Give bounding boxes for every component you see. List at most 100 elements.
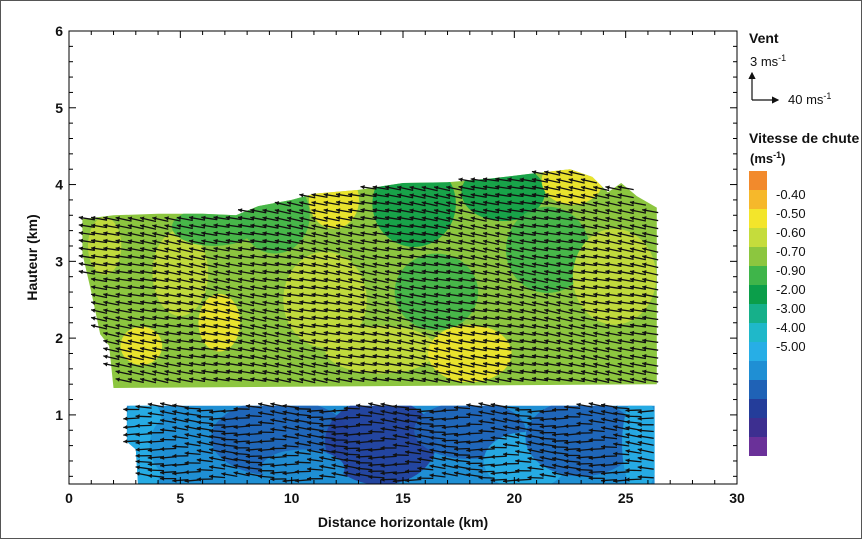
wind-vector-head: [593, 323, 598, 328]
wind-vector-head: [103, 231, 108, 236]
wind-vector-head: [642, 262, 647, 267]
fall-speed-patch: [547, 333, 657, 382]
wind-vector-head: [576, 467, 581, 472]
wind-vector-head: [348, 369, 353, 374]
wind-vector-head: [91, 246, 96, 251]
wind-vector-head: [544, 308, 549, 313]
wind-vector-head: [250, 246, 255, 251]
wind-vector-head: [160, 455, 165, 460]
wind-vector-head: [238, 261, 243, 267]
wind-vector-head: [519, 361, 524, 366]
wind-vector-head: [127, 239, 133, 244]
wind-vector-head: [642, 338, 647, 343]
wind-vector-head: [593, 377, 598, 382]
wind-vector-head: [527, 433, 532, 439]
wind-vector-head: [127, 284, 133, 290]
wind-vector-head: [642, 270, 647, 275]
wind-vector-head: [250, 285, 255, 290]
wind-vector-head: [189, 315, 194, 320]
fall-speed-patch: [283, 251, 367, 348]
wind-vector-head: [454, 432, 459, 438]
wind-vector-head: [250, 223, 255, 228]
wind-vector-head: [172, 417, 177, 422]
wind-vector-head: [135, 447, 140, 452]
wind-vector-head: [103, 300, 108, 305]
wind-vector-head: [642, 216, 647, 221]
wind-vector-head: [385, 369, 390, 374]
fall-speed-patch: [261, 449, 345, 484]
wind-vector-head: [642, 377, 647, 382]
wind-vector-head: [409, 238, 414, 244]
wind-vector-head: [225, 231, 230, 236]
wind-vector-head: [127, 292, 133, 297]
wind-vector-head: [213, 215, 218, 220]
wind-vector-head: [605, 315, 610, 320]
wind-vector-head: [262, 246, 267, 251]
wind-vector-head: [262, 308, 267, 313]
wind-vector-head: [323, 369, 329, 374]
wind-vector-head: [385, 193, 390, 198]
wind-vector-head: [441, 417, 446, 422]
wind-vector-head: [258, 430, 263, 435]
wind-vector-head: [507, 300, 512, 305]
wind-vector-head: [307, 420, 312, 426]
wind-vector-head: [642, 285, 647, 290]
wind-vector-head: [593, 224, 598, 229]
wind-vector-head: [287, 284, 292, 290]
wind-vector-head: [397, 277, 402, 282]
wind-vector-head: [605, 300, 610, 305]
wind-vector-head: [397, 193, 402, 198]
wind-vector-head: [503, 442, 508, 447]
wind-vector-head: [409, 193, 414, 198]
wind-vector-head: [642, 231, 647, 236]
wind-vector-head: [564, 414, 569, 419]
wind-vector-head: [299, 300, 304, 305]
wind-vector-head: [201, 239, 206, 244]
wind-vector-head: [250, 324, 255, 329]
wind-vector-head: [262, 269, 267, 274]
wind-vector-head: [258, 455, 263, 460]
wind-vector-head: [385, 376, 390, 382]
wind-vector-head: [539, 442, 544, 447]
wind-vector-head: [287, 354, 292, 359]
wind-vector-head: [201, 293, 206, 298]
wind-vector-head: [123, 432, 128, 437]
wind-vector-head: [262, 231, 267, 236]
wind-vector-head: [140, 331, 145, 336]
wind-vector-head: [527, 456, 532, 461]
wind-vector-head: [515, 413, 520, 418]
wind-vector-head: [625, 477, 630, 482]
wind-vector-head: [164, 247, 169, 252]
wind-vector-head: [417, 448, 422, 453]
wind-vector-head: [417, 466, 422, 471]
wind-vector-head: [470, 300, 475, 305]
wind-vector-head: [336, 315, 341, 320]
colorbar-swatch: [749, 171, 767, 190]
wind-vector-head: [323, 315, 328, 320]
wind-vector-head: [189, 293, 194, 298]
wind-vector-head: [164, 362, 169, 367]
wind-vector-head: [356, 403, 361, 408]
wind-vector-head: [140, 239, 145, 244]
wind-vector-head: [152, 323, 157, 328]
wind-vector-head: [238, 246, 243, 251]
wind-vector-head: [531, 254, 537, 259]
wind-vector-head: [519, 331, 524, 336]
wind-vector-head: [299, 224, 304, 229]
wind-vector-head: [593, 216, 598, 221]
wind-vector-head: [307, 426, 312, 432]
wind-vector-head: [299, 262, 304, 267]
wind-vector-head: [225, 316, 231, 321]
wind-vector-head: [544, 177, 549, 183]
wind-vector-head: [470, 208, 476, 213]
wind-vector-head: [495, 215, 500, 221]
wind-vector-head: [250, 300, 255, 305]
wind-vector-head: [147, 421, 152, 426]
wind-vector-head: [605, 354, 610, 359]
wind-vector-head: [152, 292, 157, 297]
wind-vector-head: [605, 239, 610, 244]
wind-vector-head: [140, 323, 145, 328]
wind-vector-head: [331, 417, 336, 422]
wind-vector-head: [580, 284, 586, 290]
